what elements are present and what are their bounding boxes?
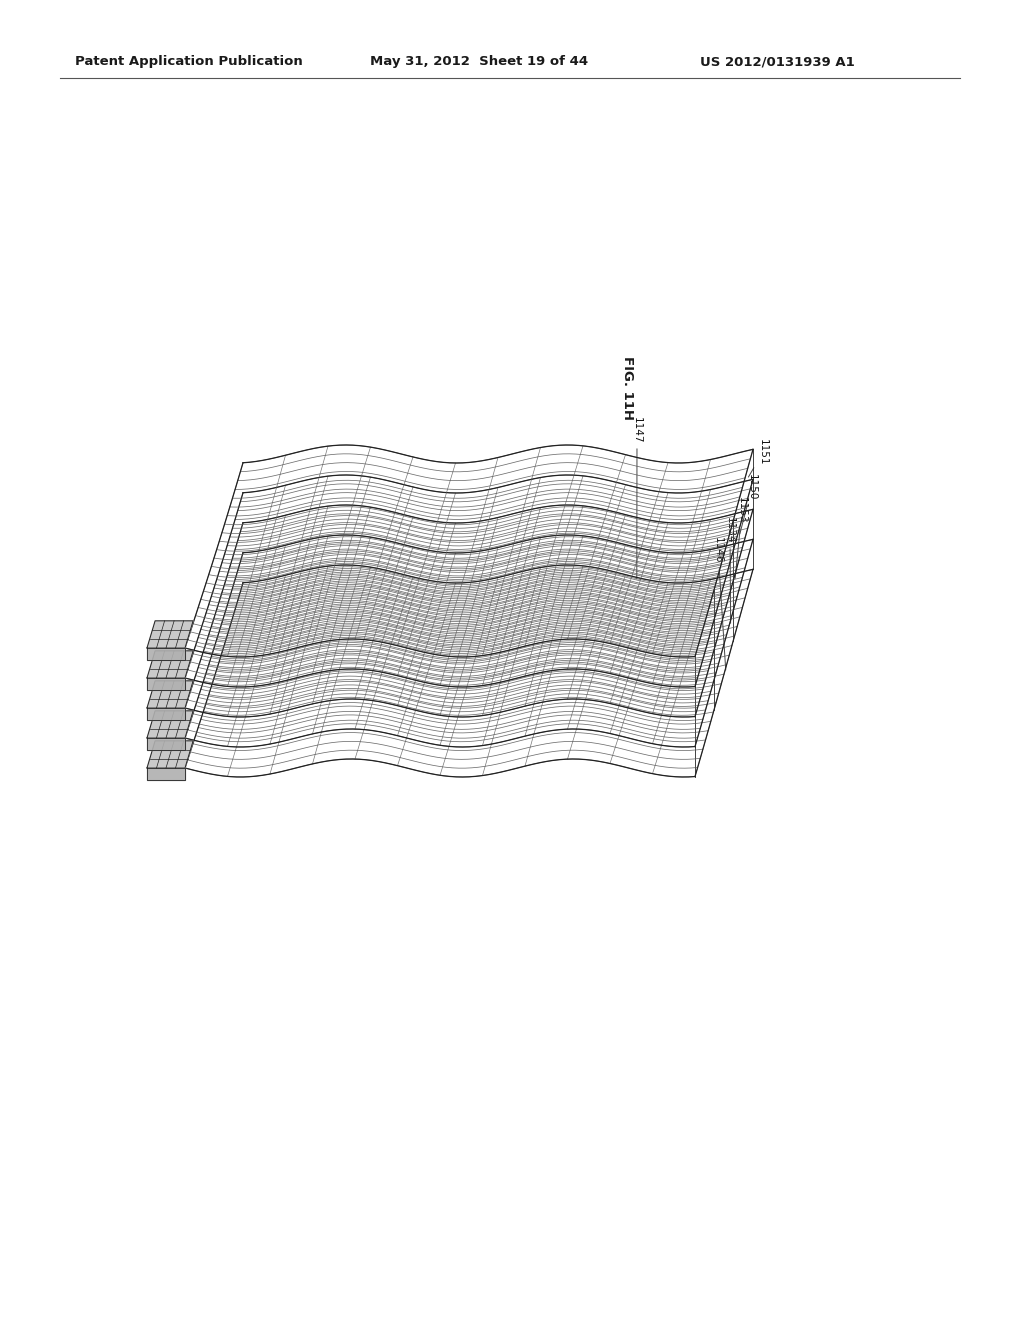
Polygon shape [147, 681, 194, 708]
Polygon shape [147, 708, 185, 719]
Polygon shape [147, 711, 194, 738]
Text: Patent Application Publication: Patent Application Publication [75, 55, 303, 69]
Polygon shape [147, 651, 194, 678]
Text: 1153: 1153 [735, 496, 746, 578]
Polygon shape [147, 741, 194, 768]
Text: 1146: 1146 [713, 537, 726, 671]
Text: 1150: 1150 [739, 474, 757, 533]
Text: 1147: 1147 [632, 417, 642, 579]
Polygon shape [147, 768, 185, 780]
Text: May 31, 2012  Sheet 19 of 44: May 31, 2012 Sheet 19 of 44 [370, 55, 588, 69]
Text: 1134: 1134 [725, 516, 735, 623]
Polygon shape [147, 678, 185, 690]
Text: 1151: 1151 [749, 438, 768, 477]
Text: FIG. 11H: FIG. 11H [622, 356, 635, 420]
Polygon shape [147, 738, 185, 750]
Text: US 2012/0131939 A1: US 2012/0131939 A1 [700, 55, 855, 69]
Polygon shape [147, 620, 194, 648]
Polygon shape [147, 648, 185, 660]
